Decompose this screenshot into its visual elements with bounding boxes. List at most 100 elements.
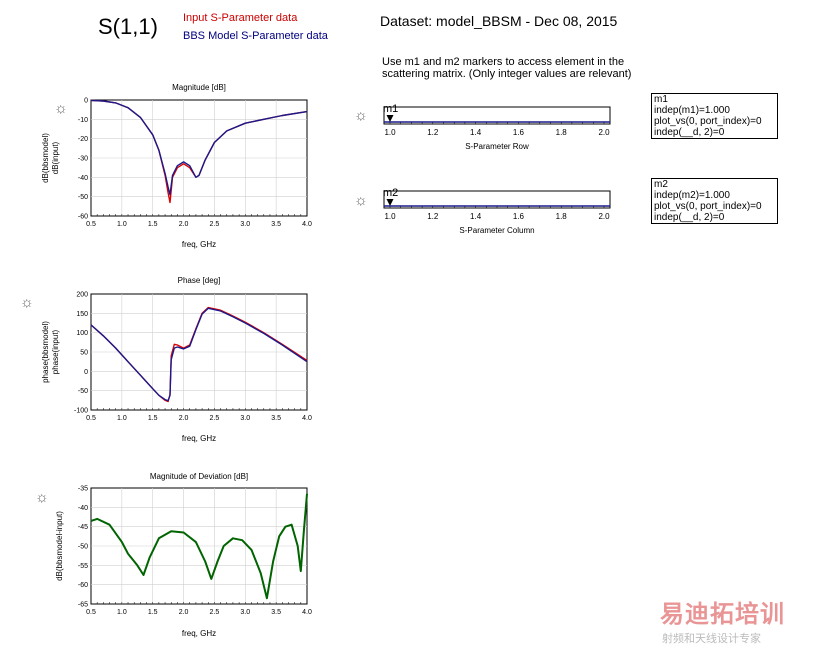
y-tick-label: -35 (78, 486, 88, 493)
y-tick-label: -60 (78, 214, 88, 221)
y-tick-label: -50 (78, 544, 88, 551)
page-title: S(1,1) (98, 14, 158, 39)
y-axis-label: dB(input) (51, 141, 60, 174)
marker-x-tick-label: 1.2 (427, 128, 439, 137)
x-axis-label: freq, GHz (182, 434, 216, 443)
marker-triangle-icon (386, 115, 394, 122)
series-line-deviation (90, 493, 308, 600)
marker-triangle-icon (386, 199, 394, 206)
y-tick-label: -30 (78, 156, 88, 163)
plot-title: Phase [deg] (178, 276, 221, 285)
y-tick-label: -50 (78, 194, 88, 201)
eq-line: indep(__d, 2)=0 (654, 212, 725, 223)
x-tick-label: 4.0 (302, 415, 312, 422)
marker-settings-icon[interactable]: ☼ (354, 192, 368, 209)
marker-x-tick-label: 1.8 (556, 212, 568, 221)
y-axis-label: dB(bbsmodel-input) (55, 511, 64, 581)
y-tick-label: -40 (78, 505, 88, 512)
x-tick-label: 0.5 (86, 415, 96, 422)
legend-input-label: Input S-Parameter data (183, 12, 298, 24)
x-tick-label: 3.5 (271, 221, 281, 228)
eq-line: m1 (654, 94, 668, 105)
series-line-model (90, 99, 308, 196)
marker-x-tick-label: 2.0 (598, 212, 610, 221)
legend-model-label: BBS Model S-Parameter data (183, 30, 328, 42)
x-tick-label: 1.5 (148, 221, 158, 228)
marker-x-tick-label: 1.6 (513, 128, 525, 137)
y-tick-label: -50 (78, 388, 88, 395)
plot-settings-icon[interactable]: ☼ (20, 294, 34, 311)
marker-axis-label: S-Parameter Column (459, 226, 534, 235)
plot-title: Magnitude of Deviation [dB] (150, 472, 248, 481)
eq-line: plot_vs(0, port_index)=0 (654, 116, 762, 127)
plot-settings-icon[interactable]: ☼ (35, 489, 49, 506)
eq-line: plot_vs(0, port_index)=0 (654, 201, 762, 212)
x-tick-label: 3.0 (240, 221, 250, 228)
x-tick-label: 1.0 (117, 221, 127, 228)
marker-x-tick-label: 1.2 (427, 212, 439, 221)
y-tick-label: 0 (84, 98, 88, 105)
y-tick-label: 100 (76, 330, 88, 337)
y-tick-label: -65 (78, 602, 88, 609)
x-tick-label: 2.5 (210, 609, 220, 616)
y-tick-label: 50 (80, 350, 88, 357)
x-tick-label: 2.0 (179, 609, 189, 616)
y-tick-label: 200 (76, 292, 88, 299)
x-tick-label: 1.5 (148, 609, 158, 616)
marker-x-tick-label: 1.8 (556, 128, 568, 137)
x-tick-label: 1.5 (148, 415, 158, 422)
instruction-line-2: scattering matrix. (Only integer values … (382, 68, 632, 80)
marker-m1-equation-box[interactable]: m1 indep(m1)=1.000 plot_vs(0, port_index… (651, 93, 778, 139)
marker-settings-icon[interactable]: ☼ (354, 107, 368, 124)
marker-name-label: m1 (383, 103, 398, 115)
marker-x-tick-label: 1.4 (470, 128, 482, 137)
x-tick-label: 1.0 (117, 609, 127, 616)
y-tick-label: -60 (78, 582, 88, 589)
y-tick-label: -40 (78, 175, 88, 182)
x-tick-label: 2.0 (179, 221, 189, 228)
x-axis-label: freq, GHz (182, 240, 216, 249)
marker-m2-equation-box[interactable]: m2 indep(m2)=1.000 plot_vs(0, port_index… (651, 178, 778, 224)
x-tick-label: 2.0 (179, 415, 189, 422)
y-tick-label: -20 (78, 136, 88, 143)
x-tick-label: 2.5 (210, 415, 220, 422)
eq-line: indep(m2)=1.000 (654, 190, 730, 201)
x-tick-label: 3.5 (271, 415, 281, 422)
x-tick-label: 0.5 (86, 221, 96, 228)
marker-x-tick-label: 1.4 (470, 212, 482, 221)
x-axis-label: freq, GHz (182, 629, 216, 638)
x-tick-label: 3.5 (271, 609, 281, 616)
y-tick-label: -100 (74, 408, 88, 415)
y-axis-label: dB(bbsmodel) (41, 133, 50, 183)
eq-line: indep(__d, 2)=0 (654, 127, 725, 138)
x-tick-label: 4.0 (302, 609, 312, 616)
marker-axis-label: S-Parameter Row (465, 142, 529, 151)
dataset-label: Dataset: model_BBSM - Dec 08, 2015 (380, 13, 618, 29)
marker-x-tick-label: 1.6 (513, 212, 525, 221)
y-tick-label: 0 (84, 369, 88, 376)
y-tick-label: -10 (78, 117, 88, 124)
y-axis-label: phase(input) (51, 329, 60, 374)
y-tick-label: -55 (78, 563, 88, 570)
y-tick-label: -45 (78, 524, 88, 531)
x-tick-label: 3.0 (240, 415, 250, 422)
marker-name-label: m2 (383, 187, 398, 199)
plot-title: Magnitude [dB] (172, 83, 226, 92)
plot-settings-icon[interactable]: ☼ (54, 100, 68, 117)
marker-x-tick-label: 2.0 (598, 128, 610, 137)
eq-line: indep(m1)=1.000 (654, 105, 730, 116)
x-tick-label: 2.5 (210, 221, 220, 228)
instruction-line-1: Use m1 and m2 markers to access element … (382, 56, 625, 68)
x-tick-label: 1.0 (117, 415, 127, 422)
y-tick-label: 150 (76, 311, 88, 318)
watermark-subtitle: 射频和天线设计专家 (662, 632, 761, 645)
x-tick-label: 4.0 (302, 221, 312, 228)
x-tick-label: 3.0 (240, 609, 250, 616)
eq-line: m2 (654, 179, 668, 190)
marker-x-tick-label: 1.0 (384, 212, 396, 221)
y-axis-label: phase(bbsmodel) (41, 321, 50, 383)
watermark-brand: 易迪拓培训 (660, 600, 785, 628)
series-line-model (90, 307, 308, 402)
x-tick-label: 0.5 (86, 609, 96, 616)
